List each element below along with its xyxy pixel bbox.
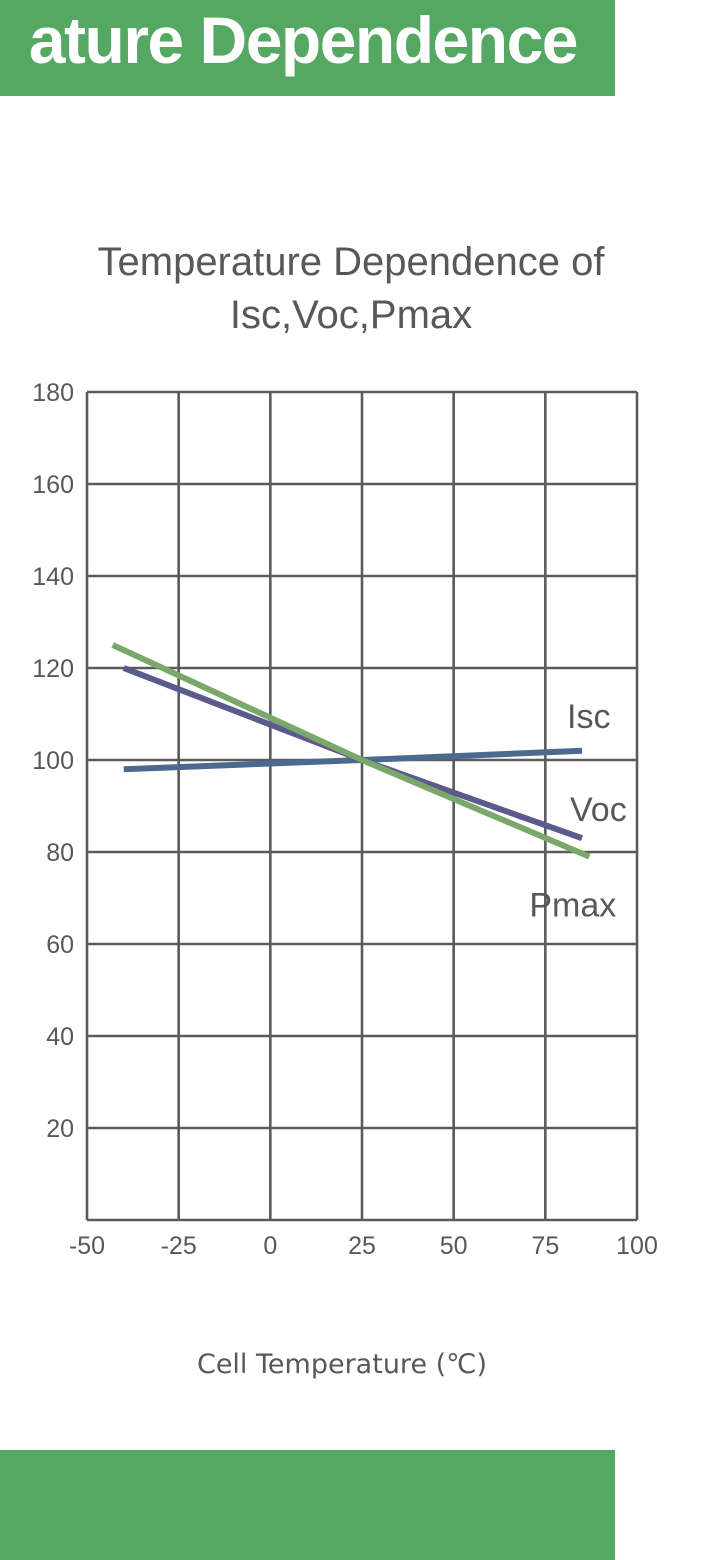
y-tick-label: 120 (32, 655, 74, 683)
chart-title: Temperature Dependence of Isc,Voc,Pmax (98, 240, 606, 337)
y-tick-label: 40 (46, 1023, 74, 1051)
series-label-pmax: Pmax (529, 887, 616, 925)
series-line-pmax (111, 642, 591, 860)
y-tick-label: 60 (46, 931, 74, 959)
banner-title: ature Dependence (28, 3, 579, 77)
chart-title-line-2: Isc,Voc,Pmax (230, 293, 472, 337)
y-axis-ticks: 20 40 60 80 100 120 140 160 180 (32, 379, 74, 1143)
x-axis-ticks: -50 -25 0 25 50 75 100 (69, 1232, 658, 1260)
y-tick-label: 140 (32, 563, 74, 591)
y-tick-label: 20 (46, 1115, 74, 1143)
series-labels: Isc Voc Pmax (529, 698, 626, 925)
temperature-dependence-chart: Temperature Dependence of Isc,Voc,Pmax 2… (32, 240, 658, 1380)
y-tick-label: 160 (32, 471, 74, 499)
series-lines (111, 642, 591, 860)
x-tick-label: 0 (263, 1232, 277, 1260)
x-axis-label: Cell Temperature (℃) (197, 1349, 487, 1380)
y-tick-label: 80 (46, 839, 74, 867)
bottom-banner (0, 1450, 615, 1560)
x-tick-label: -25 (161, 1232, 197, 1260)
series-label-voc: Voc (570, 791, 627, 829)
top-banner: ature Dependence (0, 0, 615, 96)
grid (85, 390, 639, 1222)
y-tick-label: 180 (32, 379, 74, 407)
x-tick-label: 100 (616, 1232, 658, 1260)
series-label-isc: Isc (567, 698, 610, 736)
x-tick-label: 75 (531, 1232, 559, 1260)
x-tick-label: 25 (348, 1232, 376, 1260)
x-tick-label: 50 (440, 1232, 468, 1260)
chart-title-line-1: Temperature Dependence of (98, 240, 606, 284)
y-tick-label: 100 (32, 747, 74, 775)
x-tick-label: -50 (69, 1232, 105, 1260)
